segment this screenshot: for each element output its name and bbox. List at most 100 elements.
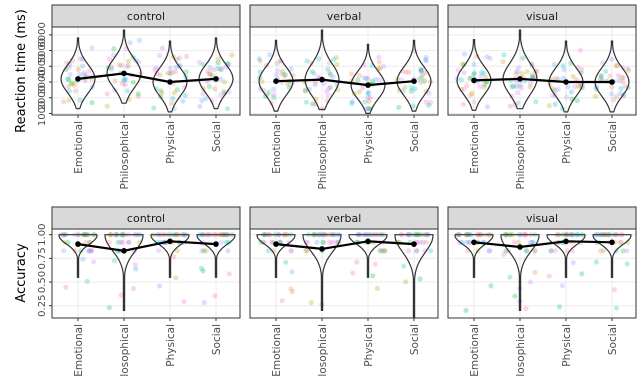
jitter-point xyxy=(309,101,316,107)
jitter-point xyxy=(361,75,367,81)
jitter-point xyxy=(119,80,126,87)
jitter-point xyxy=(620,93,627,99)
jitter-point xyxy=(285,81,291,87)
jitter-point xyxy=(349,100,355,106)
jitter-point xyxy=(401,263,407,269)
x-tick-label: Emotional xyxy=(469,121,481,174)
jitter-point xyxy=(326,85,332,91)
jitter-point xyxy=(274,60,280,66)
jitter-point xyxy=(423,99,429,105)
panel-border xyxy=(51,26,241,116)
jitter-point xyxy=(218,66,224,72)
jitter-point xyxy=(215,60,221,66)
violin-shape xyxy=(396,39,432,112)
jitter-point xyxy=(408,85,414,91)
jitter-point xyxy=(266,89,272,95)
jitter-point xyxy=(366,98,372,104)
jitter-point xyxy=(532,269,538,275)
jitter-point xyxy=(125,239,131,245)
mean-point xyxy=(609,79,615,85)
jitter-point xyxy=(613,305,620,311)
jitter-point xyxy=(181,299,187,305)
jitter-point xyxy=(426,102,432,108)
jitter-point xyxy=(382,248,388,254)
jitter-point xyxy=(466,239,472,245)
jitter-point xyxy=(377,248,383,254)
jitter-point xyxy=(609,56,615,62)
jitter-point xyxy=(380,248,386,254)
jitter-point xyxy=(201,299,207,306)
jitter-point xyxy=(333,239,339,245)
mean-point xyxy=(319,246,325,252)
jitter-point xyxy=(548,248,554,254)
jitter-point xyxy=(274,72,280,78)
facet-panel-verbal: verbal Emotional Philosophical Physical Soci… xyxy=(249,4,439,190)
jitter-point xyxy=(556,304,563,310)
jitter-point xyxy=(617,90,623,97)
jitter-point xyxy=(377,65,383,71)
jitter-point xyxy=(575,83,582,89)
jitter-point xyxy=(419,74,425,80)
jitter-point xyxy=(365,95,371,101)
jitter-point xyxy=(206,83,212,90)
jitter-point xyxy=(282,71,288,78)
mean-point xyxy=(213,76,219,82)
jitter-point xyxy=(565,84,571,90)
jitter-point xyxy=(360,85,366,91)
jitter-point xyxy=(577,47,584,53)
jitter-point xyxy=(77,97,83,103)
jitter-point xyxy=(560,63,566,69)
violin-shape xyxy=(394,234,434,318)
jitter-point xyxy=(210,67,217,73)
jitter-point xyxy=(112,78,118,84)
jitter-point xyxy=(422,248,428,254)
x-tick-label: Social xyxy=(409,121,421,152)
jitter-point xyxy=(403,69,409,75)
jitter-point xyxy=(532,248,538,254)
jitter-point xyxy=(463,239,469,245)
jitter-point xyxy=(461,70,467,76)
jitter-point xyxy=(279,68,286,75)
mean-line xyxy=(275,78,415,87)
jitter-point xyxy=(570,73,576,80)
x-tick-label: Philosophical xyxy=(515,324,527,377)
jitter-point xyxy=(527,239,534,245)
jitter-point xyxy=(327,84,334,91)
jitter-point xyxy=(203,96,209,102)
jitter-point xyxy=(218,76,224,82)
mean-point xyxy=(273,241,279,247)
jitter-point xyxy=(466,239,472,245)
jitter-point xyxy=(376,54,382,60)
jitter-point xyxy=(460,101,466,107)
jitter-point xyxy=(467,75,473,81)
jitter-point xyxy=(314,239,320,245)
violin-shape xyxy=(548,40,584,113)
x-tick-label: Social xyxy=(607,121,619,152)
jitter-point xyxy=(376,59,382,65)
facet-panel-control: control Emotional Philosophical Physical Soc… xyxy=(51,4,241,190)
mean-point xyxy=(365,238,371,245)
jitter-point xyxy=(207,65,213,71)
jitter-point xyxy=(288,66,294,72)
jitter-point xyxy=(365,106,372,112)
mean-point xyxy=(411,78,417,84)
violin-shape xyxy=(196,234,236,278)
jitter-point xyxy=(173,275,179,281)
jitter-point xyxy=(416,76,423,82)
jitter-point xyxy=(136,37,142,43)
jitter-point xyxy=(153,65,159,71)
x-tick-label: Philosophical xyxy=(515,121,527,190)
jitter-point xyxy=(198,265,205,271)
jitter-point xyxy=(256,56,262,62)
jitter-point xyxy=(613,62,620,68)
jitter-point xyxy=(561,67,567,73)
violin-shape xyxy=(258,39,294,112)
violin-shape xyxy=(302,234,342,311)
jitter-point xyxy=(68,81,74,87)
jitter-point xyxy=(507,274,513,280)
jitter-point xyxy=(177,55,183,61)
jitter-point xyxy=(515,239,521,245)
jitter-point xyxy=(423,54,429,60)
jitter-point xyxy=(478,69,485,76)
